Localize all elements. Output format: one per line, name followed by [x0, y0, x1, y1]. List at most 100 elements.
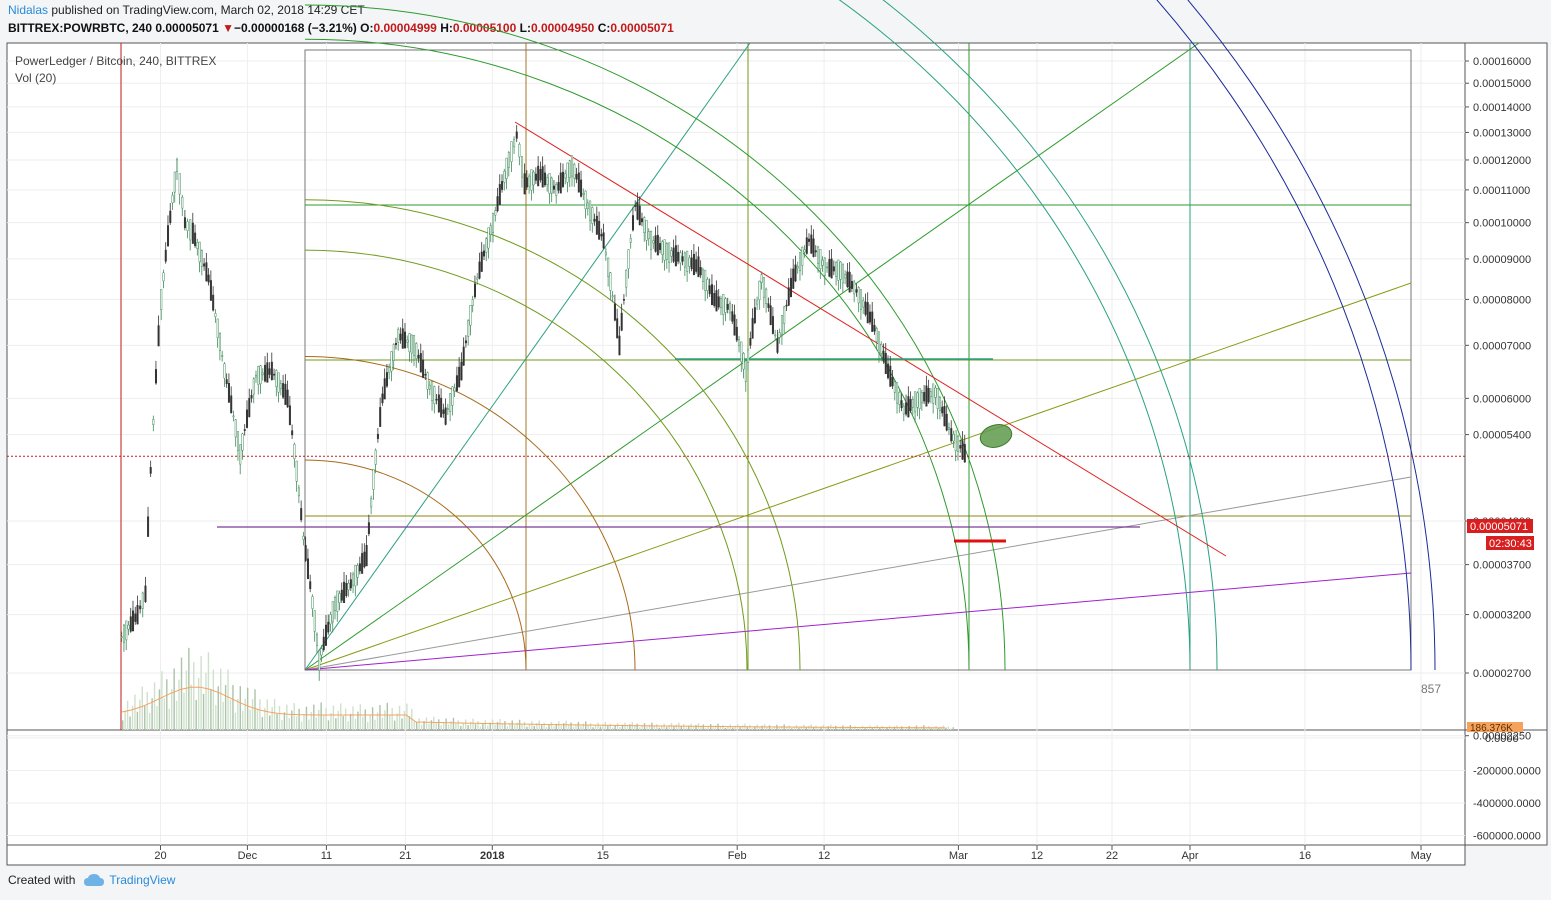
- candle-body: [492, 212, 495, 233]
- volume-bar: [462, 722, 464, 730]
- volume-bar: [805, 727, 807, 730]
- candle-body: [261, 372, 264, 376]
- volume-bar: [197, 677, 200, 730]
- candle-body: [136, 605, 139, 625]
- volume-bar: [545, 727, 548, 730]
- candle-body: [543, 172, 546, 186]
- volume-bar: [479, 726, 482, 730]
- volume-bar: [442, 721, 445, 730]
- candle-body: [417, 354, 420, 359]
- candle-body: [934, 387, 937, 398]
- volume-bar: [477, 721, 479, 730]
- candle-body: [821, 259, 824, 266]
- volume-bar: [487, 725, 489, 730]
- candles: [120, 125, 966, 681]
- volume-bar: [768, 725, 771, 730]
- candle-body: [810, 234, 813, 254]
- fan-line: [304, 42, 1200, 671]
- tradingview-link[interactable]: TradingView: [83, 873, 175, 887]
- candle-body: [819, 249, 822, 270]
- volume-bar: [391, 708, 393, 730]
- volume-bar: [278, 705, 281, 730]
- fan-line: [304, 42, 751, 671]
- candle-body: [129, 616, 132, 632]
- candle-body: [404, 331, 407, 349]
- volume-bar: [403, 711, 406, 730]
- volume-bar: [171, 689, 173, 730]
- gann-arc: [304, 356, 636, 671]
- candle-body: [383, 378, 386, 400]
- candle-body: [573, 164, 576, 179]
- candle-body: [751, 318, 754, 339]
- volume-bar: [344, 708, 347, 730]
- volume-bar: [428, 723, 430, 730]
- candle-body: [147, 516, 150, 537]
- volume-bar: [205, 672, 207, 730]
- candle-body: [241, 433, 244, 451]
- volume-bar: [808, 725, 810, 730]
- volume-bar: [202, 693, 205, 730]
- volume-bar: [509, 723, 511, 730]
- candle-body: [598, 220, 601, 240]
- candle-body: [485, 238, 488, 253]
- candle-body: [406, 339, 409, 343]
- volume-bar: [680, 726, 682, 730]
- volume-bar: [653, 726, 656, 730]
- candle-body: [216, 318, 219, 339]
- candle-body: [476, 277, 479, 280]
- volume-bar: [665, 727, 668, 730]
- candle-body: [620, 312, 623, 331]
- drawings: [7, 0, 1465, 730]
- publish-line: Nidalas published on TradingView.com, Ma…: [8, 3, 365, 17]
- candle-body: [918, 387, 921, 410]
- volume-bar: [496, 721, 499, 730]
- tradingview-brand: TradingView: [109, 873, 176, 887]
- volume-bar: [303, 714, 305, 730]
- volume-bar: [398, 705, 401, 730]
- close-value: 0.00005071: [610, 21, 674, 35]
- volume-badge-text: 186.376K: [1470, 723, 1513, 734]
- candle-body: [744, 360, 747, 382]
- volume-bar: [604, 721, 607, 730]
- candle-body: [134, 613, 137, 622]
- candle-body: [437, 394, 440, 413]
- candle-body: [401, 328, 404, 349]
- volume-bar: [352, 706, 354, 730]
- volume-bar: [536, 723, 538, 730]
- candle-body: [498, 184, 501, 205]
- volume-bar: [648, 724, 651, 730]
- author-link[interactable]: Nidalas: [8, 3, 49, 17]
- volume-bar: [310, 712, 313, 730]
- overlay-drawings: [954, 424, 1013, 543]
- candle-body: [539, 168, 542, 181]
- candle-body: [762, 277, 765, 298]
- volume-bar: [386, 702, 388, 730]
- volume-bar: [354, 718, 357, 730]
- volume-bar: [153, 682, 156, 730]
- candle-body: [771, 316, 774, 334]
- volume-bar: [910, 728, 913, 730]
- candle-body: [686, 250, 689, 272]
- gann-arc: [304, 38, 970, 671]
- candle-body: [938, 397, 941, 412]
- candle-body: [518, 144, 521, 158]
- candle-body: [812, 238, 815, 257]
- candle-body: [181, 196, 184, 209]
- candle-body: [864, 301, 867, 315]
- candle-body: [589, 200, 592, 221]
- volume-bar: [930, 728, 932, 730]
- candle-body: [891, 377, 894, 387]
- candle-body: [451, 386, 454, 406]
- y-tick-label: 0.00016000: [1473, 56, 1531, 68]
- volume-bar: [800, 726, 803, 730]
- candle-body: [604, 251, 607, 256]
- candle-body: [641, 218, 644, 223]
- candle-body: [896, 382, 899, 404]
- candle-body: [313, 610, 316, 632]
- volume-bar: [702, 724, 705, 730]
- volume-bar: [707, 725, 709, 730]
- candle-body: [875, 328, 878, 342]
- volume-bar: [313, 704, 315, 730]
- volume-bar: [847, 726, 849, 730]
